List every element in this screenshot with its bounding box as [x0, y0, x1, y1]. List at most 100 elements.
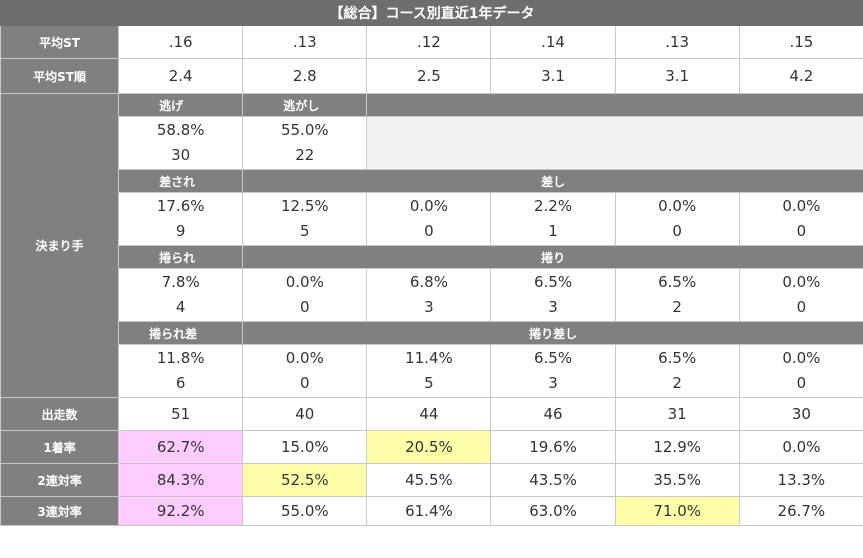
makuri-sashi-c4: 6.5% 3 — [490, 344, 616, 398]
makuri-sashi-rate: 6.5% — [533, 349, 573, 367]
win-rate-c5: 12.9% — [614, 430, 740, 464]
sashi-c4: 2.2% 1 — [490, 192, 616, 246]
makuri-rate: 0.0% — [285, 273, 324, 291]
makurare-sashi-header: 捲られ差 — [118, 321, 244, 345]
sasare-cell: 17.6% 9 — [118, 192, 244, 246]
avg-st-c4: .14 — [490, 25, 616, 59]
blank-header — [366, 93, 863, 117]
makuri-count: 2 — [672, 298, 682, 316]
top3-rate-c2: 55.0% — [242, 496, 368, 526]
top2-rate-c5: 35.5% — [614, 463, 740, 497]
makurare-sashi-count: 6 — [175, 374, 186, 392]
makurare-cell: 7.8% 4 — [118, 268, 244, 322]
sashi-rate: 12.5% — [280, 197, 329, 215]
sashi-c5: 0.0% 0 — [614, 192, 740, 246]
sashi-count: 1 — [548, 222, 558, 240]
makuri-sashi-c5: 6.5% 2 — [614, 344, 740, 398]
top2-rate-c6: 13.3% — [738, 463, 863, 497]
top2-rate-c3: 45.5% — [366, 463, 492, 497]
win-rate-c1: 62.7% — [118, 430, 244, 464]
win-rate-c6: 0.0% — [738, 430, 863, 464]
makuri-c5: 6.5% 2 — [614, 268, 740, 322]
sashi-count: 0 — [672, 222, 682, 240]
sasare-rate: 17.6% — [156, 197, 205, 215]
makuri-sashi-rate: 11.4% — [405, 349, 453, 367]
makurare-header: 捲られ — [118, 245, 244, 269]
makuri-rate: 6.5% — [658, 273, 697, 291]
win-rate-label: 1着率 — [0, 430, 120, 464]
nige-rate: 58.8% — [156, 121, 205, 139]
makurare-sashi-cell: 11.8% 6 — [118, 344, 244, 398]
sashi-count: 5 — [300, 222, 310, 240]
starts-c5: 31 — [614, 397, 740, 431]
makuri-sashi-rate: 0.0% — [782, 349, 821, 367]
empty-block — [366, 116, 863, 170]
makurare-sashi-rate: 11.8% — [156, 349, 205, 367]
nigashi-header: 逃がし — [242, 93, 368, 117]
avg-st-rank-c5: 3.1 — [614, 58, 740, 94]
makuri-sashi-count: 2 — [672, 374, 682, 392]
makuri-sashi-c2: 0.0% 0 — [242, 344, 368, 398]
starts-label: 出走数 — [0, 397, 120, 431]
sasare-header: 差され — [118, 169, 244, 193]
makurare-count: 4 — [175, 298, 186, 316]
makuri-count: 3 — [424, 298, 434, 316]
avg-st-c2: .13 — [242, 25, 368, 59]
sashi-count: 0 — [424, 222, 434, 240]
nige-cell: 58.8% 30 — [118, 116, 244, 170]
starts-c1: 51 — [118, 397, 244, 431]
makuri-sashi-count: 0 — [300, 374, 310, 392]
sashi-rate: 0.0% — [782, 197, 821, 215]
sashi-header: 差し — [242, 169, 863, 193]
makuri-count: 0 — [300, 298, 310, 316]
nigashi-count: 22 — [295, 146, 315, 164]
makuri-rate: 6.8% — [409, 273, 448, 291]
course-data-table: 【総合】コース別直近1年データ 平均ST .16 .13 .12 .14 .13… — [0, 0, 863, 526]
top2-rate-label: 2連対率 — [0, 463, 120, 497]
sashi-count: 0 — [796, 222, 807, 240]
sashi-c6: 0.0% 0 — [738, 192, 863, 246]
win-rate-c2: 15.0% — [242, 430, 368, 464]
nigashi-cell: 55.0% 22 — [242, 116, 368, 170]
makuri-c6: 0.0% 0 — [738, 268, 863, 322]
sashi-c3: 0.0% 0 — [366, 192, 492, 246]
makuri-rate: 6.5% — [533, 273, 573, 291]
makuri-header: 捲り — [242, 245, 863, 269]
makuri-sashi-rate: 0.0% — [285, 349, 324, 367]
avg-st-rank-c3: 2.5 — [366, 58, 492, 94]
table-title: 【総合】コース別直近1年データ — [0, 0, 863, 26]
makuri-c3: 6.8% 3 — [366, 268, 492, 322]
nige-header: 逃げ — [118, 93, 244, 117]
nige-count: 30 — [171, 146, 191, 164]
avg-st-c1: .16 — [118, 25, 244, 59]
win-rate-c3: 20.5% — [366, 430, 492, 464]
makuri-c4: 6.5% 3 — [490, 268, 616, 322]
sashi-rate: 2.2% — [533, 197, 573, 215]
makuri-sashi-count: 0 — [796, 374, 807, 392]
makuri-c2: 0.0% 0 — [242, 268, 368, 322]
avg-st-c5: .13 — [614, 25, 740, 59]
avg-st-label: 平均ST — [0, 25, 120, 59]
sashi-rate: 0.0% — [409, 197, 448, 215]
makuri-rate: 0.0% — [782, 273, 821, 291]
makuri-sashi-rate: 6.5% — [658, 349, 697, 367]
makuri-sashi-count: 5 — [424, 374, 434, 392]
makuri-sashi-c6: 0.0% 0 — [738, 344, 863, 398]
kimarite-label: 決まり手 — [0, 93, 120, 398]
top2-rate-c2: 52.5% — [242, 463, 368, 497]
starts-c3: 44 — [366, 397, 492, 431]
avg-st-rank-c2: 2.8 — [242, 58, 368, 94]
makuri-count: 3 — [548, 298, 558, 316]
avg-st-c6: .15 — [738, 25, 863, 59]
top2-rate-c4: 43.5% — [490, 463, 616, 497]
top3-rate-label: 3連対率 — [0, 496, 120, 526]
avg-st-rank-c1: 2.4 — [118, 58, 244, 94]
top2-rate-c1: 84.3% — [118, 463, 244, 497]
avg-st-c3: .12 — [366, 25, 492, 59]
makuri-sashi-header: 捲り差し — [242, 321, 863, 345]
makuri-sashi-c3: 11.4% 5 — [366, 344, 492, 398]
avg-st-rank-c6: 4.2 — [738, 58, 863, 94]
starts-c4: 46 — [490, 397, 616, 431]
makuri-sashi-count: 3 — [548, 374, 558, 392]
starts-c6: 30 — [738, 397, 863, 431]
